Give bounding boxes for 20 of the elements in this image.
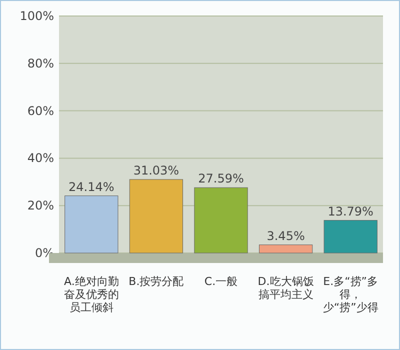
x-tick-label: A.绝对向勤奋及优秀的员工倾斜 [62, 275, 120, 314]
bar [194, 187, 248, 254]
data-label: 31.03% [133, 163, 180, 178]
data-label: 27.59% [198, 172, 244, 186]
x-tick-label: C.一般 [203, 275, 239, 288]
y-tick-label: 20% [27, 198, 54, 213]
y-tick-label: 60% [27, 104, 54, 118]
y-tick-label: 40% [27, 151, 54, 166]
bar [64, 196, 118, 254]
y-tick-label: 100% [20, 9, 54, 23]
x-tick-label: B.按劳分配 [128, 275, 185, 288]
x-tick-label: D.吃大锅饭搞平均主义 [256, 275, 315, 301]
bar [324, 220, 378, 254]
bar [258, 244, 313, 254]
data-label: 24.14% [68, 180, 114, 194]
x-tick-label: E.多“捞”多得，少“捞”少得 [322, 275, 380, 314]
bar [129, 179, 184, 254]
data-label: 13.79% [328, 204, 374, 218]
y-tick-label: 80% [27, 56, 54, 70]
data-label: 3.45% [266, 228, 305, 243]
